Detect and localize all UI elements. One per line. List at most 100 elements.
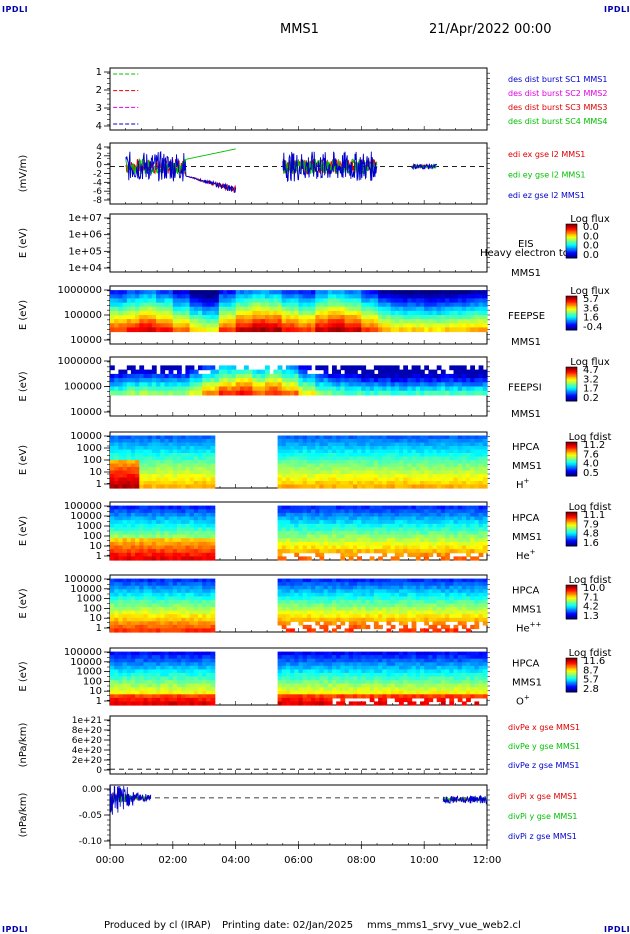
hpca-he-panel-cell [336,541,341,547]
hpca-h-panel-cell [327,463,333,468]
hpca-hepp-panel-cell [344,599,350,605]
hpca-hepp-panel-cell [177,614,182,619]
feepsi-cell [177,382,182,388]
hpca-he-panel-cell [319,534,325,539]
hpca-h-panel-cell [478,481,484,486]
hpca-he-panel-cell [177,523,182,528]
hpca-h-panel-cell [315,446,321,451]
feepse-cell [198,319,203,324]
hpca-he-panel-cell [449,505,455,510]
hpca-h-panel-cell [114,453,119,458]
feepse-cell [428,302,434,308]
hpca-h-panel-cell [403,467,408,472]
hpca-h-panel-cell [470,474,475,479]
feepse-cell [139,302,145,308]
hpca-hepp-panel-cell [160,585,166,590]
hpca-he-panel-cell [453,545,459,550]
hpca-he-panel-cell [344,541,350,547]
hpca-he-panel-cell [315,545,321,550]
hpca-he-panel-cell [202,512,207,518]
hpca-h-panel-cell [202,474,207,479]
hpca-h-panel-cell [130,442,136,447]
hpca-hepp-panel-cell [348,578,354,583]
hpca-he-panel-cell [478,552,484,557]
hpca-h-panel-colorbar-tick: 4.0 [583,459,599,470]
hpca-hepp-panel-cell [327,614,333,619]
hpca-he-panel-cell [135,516,140,521]
hpca-he-panel-cell [315,541,321,547]
hpca-h-panel-cell [147,484,153,489]
hpca-h-panel-cell [365,453,371,458]
hpca-hepp-panel-cell [327,589,333,594]
feepse-cell [248,302,253,308]
hpca-he-panel-cell [332,505,337,510]
hpca-hepp-panel-cell [344,617,350,622]
feepsi-cell [252,378,258,383]
feepse-panel-colorbar-cell [566,310,577,313]
hpca-h-panel-cell [198,453,203,458]
feepse-cell [223,327,228,333]
hpca-h-panel-cell [482,446,488,451]
hpca-hepp-panel-cell [206,610,212,615]
feepse-cell [256,310,262,316]
feepsi-cell [445,386,450,392]
feepsi-cell [130,369,136,375]
feepsi-cell [311,378,316,383]
hpca-hepp-panel-cell [114,585,119,590]
hpca-he-panel-cell [110,538,115,543]
feepsi-cell [156,390,161,396]
hpca-h-panel-cell [445,435,450,440]
feepsi-panel-colorbar-cell [566,376,577,379]
hpca-he-panel-cell [319,523,325,528]
hpca-h-panel-cell [281,470,287,475]
hpca-he-panel-cell [114,531,119,536]
feepsi-cell [223,373,228,379]
hpca-h-panel-cell [206,439,212,444]
hpca-h-panel-cell [332,456,337,461]
feepsi-cell [390,365,396,371]
hpca-he-panel-cell [327,534,333,539]
feepsi-cell [269,378,274,383]
hpca-h-panel-cell [110,460,115,465]
hpca-he-panel-cell [210,538,216,543]
hpca-he-panel-cell [399,549,404,554]
hpca-he-panel-cell [193,523,199,528]
feepse-cell [277,290,283,295]
hpca-hepp-panel-cell [294,596,300,601]
hpca-h-panel-cell [344,470,350,475]
hpca-hepp-panel-cell [348,585,354,590]
hpca-h-panel-cell [470,435,475,440]
hpca-h-panel-cell [110,446,115,451]
hpca-hepp-panel-cell [290,614,295,619]
hpca-hepp-panel-cell [361,614,367,619]
hpca-he-panel-cell [189,509,195,514]
hpca-h-panel-cell [135,442,140,447]
hpca-he-panel-cell [156,541,161,547]
feepsi-cell [147,382,153,388]
hpca-he-panel-cell [348,527,354,532]
hpca-hepp-panel-cell [122,578,128,583]
feepsi-cell [277,378,283,383]
hpca-he-panel-cell [399,534,404,539]
hpca-hepp-panel-cell [298,610,304,615]
feepsi-cell [239,373,245,379]
hpca-h-panel-cell [130,456,136,461]
feepsi-cell [432,373,438,379]
hpca-hepp-panel-cell [344,610,350,615]
hpca-h-panel-cell [143,474,149,479]
feepsi-cell [164,390,170,396]
hpca-h-panel-cell [172,460,178,465]
feepse-cell [114,323,119,328]
feepsi-cell [411,373,417,379]
hpca-h-panel-cell [340,453,346,458]
hpca-h-panel-cell [319,449,325,454]
hpca-h-panel-cell [390,460,396,465]
feepse-panel-colorbar-cell [566,314,577,317]
hpca-he-panel-cell [302,516,308,521]
hpca-he-panel-cell [139,538,145,543]
feepse-cell [436,294,442,299]
feepse-cell [110,306,115,312]
feepse-cell [336,294,341,299]
hpca-h-panel-cell [453,442,459,447]
edi-panel-ytick-label: 2 [96,152,102,162]
